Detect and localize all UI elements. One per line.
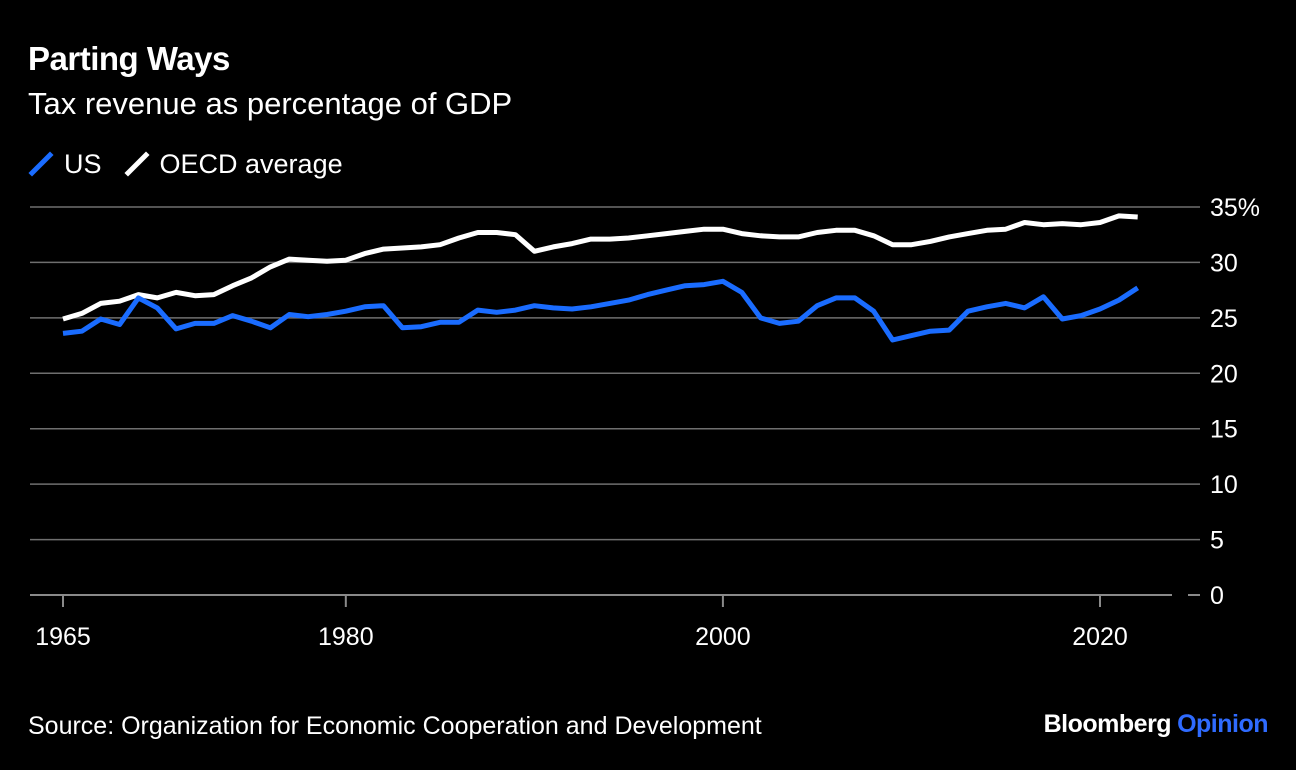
legend-item-oecd: OECD average [123,148,343,180]
y-tick-label: 10 [1210,471,1238,499]
legend: US OECD average [28,147,365,181]
y-tick-label: 25 [1210,305,1238,333]
x-tick-label: 1965 [35,623,91,651]
legend-swatch-oecd [123,151,150,177]
series-line-us [62,278,1140,343]
chart-subtitle: Tax revenue as percentage of GDP [28,86,513,121]
legend-label-oecd: OECD average [159,148,343,179]
legend-swatch-us [28,151,54,177]
x-tick-label: 1980 [318,623,374,651]
legend-label-us: US [64,148,102,179]
y-tick-label: 20 [1210,360,1238,388]
chart-title: Parting Ways [28,40,230,77]
y-tick-label: 35% [1210,194,1260,222]
x-tick-label: 2000 [695,623,751,651]
brand-logo: Bloomberg Opinion [1043,710,1269,739]
brand-primary: Bloomberg [1043,710,1172,738]
brand-secondary: Opinion [1177,710,1268,738]
y-tick-label: 5 [1210,527,1224,555]
source-note: Source: Organization for Economic Cooper… [28,712,762,740]
legend-item-us: US [28,149,102,180]
series-line-oecd [62,213,1138,322]
y-tick-label: 30 [1210,249,1238,277]
x-tick-label: 2020 [1072,623,1128,651]
y-tick-label: 15 [1210,416,1238,444]
y-tick-label: 0 [1210,582,1224,610]
